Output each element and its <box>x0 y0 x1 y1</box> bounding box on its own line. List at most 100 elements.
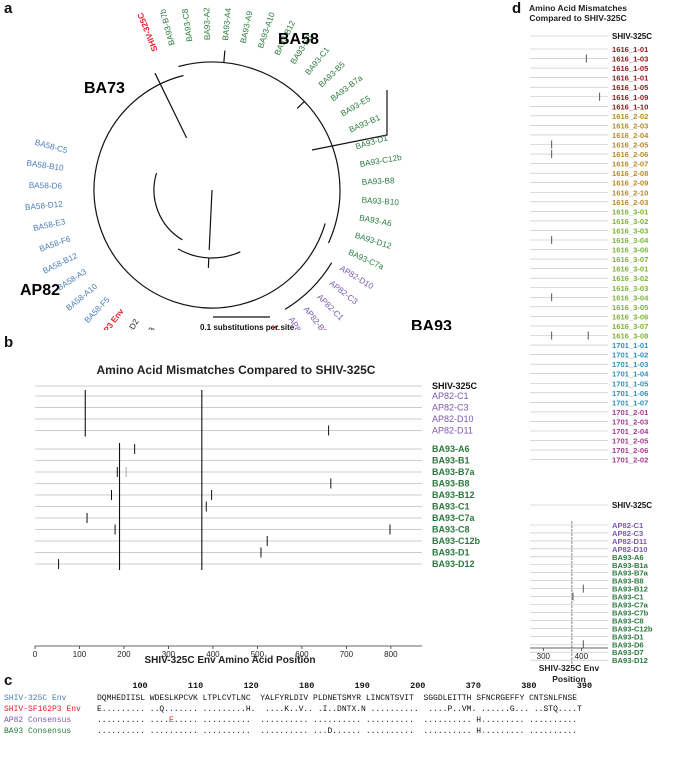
chart-d-row-label: BA93-D12 <box>612 656 648 665</box>
tree-branch <box>154 72 188 139</box>
chart-b-row-label: BA93-A6 <box>432 444 470 454</box>
clade-label-ap82: AP82 <box>20 282 60 299</box>
tree-leaf-label: BA93-A10 <box>256 11 277 50</box>
tree-branch <box>311 90 388 151</box>
chart-b-mismatch-marks <box>58 425 391 569</box>
chart-d-row-label: 1701_1-03 <box>612 360 648 369</box>
alignment-sequence: .......... ....E..... .......... .......… <box>97 716 577 725</box>
alignment-position-number: 120 <box>243 681 258 691</box>
tree-leaf-label: BA58-B12 <box>41 251 79 276</box>
chart-b-row-label: AP82-D10 <box>432 414 474 424</box>
chart-d-row-label: BA93-D6 <box>612 640 644 649</box>
chart-d-row-label: BA93-D1 <box>612 632 644 641</box>
chart-d-row-label: 1701_2-03 <box>612 417 648 426</box>
chart-d-row-label: 1616_2-06 <box>612 150 648 159</box>
alignment-position-numbers: 100 110 120 180 190 200 370 380 390 <box>132 681 592 691</box>
chart-d-row-label: BA93-B7a <box>612 569 649 578</box>
chart-d-row-label: BA93-A6 <box>612 553 644 562</box>
tree-branch <box>296 100 305 109</box>
chart-b-tick-label: 700 <box>340 650 354 659</box>
alignment-position-number: 380 <box>521 681 536 691</box>
chart-b-x-axis: 0 100 200 300 400 500 600 700 800 <box>33 645 422 659</box>
chart-d-row-label: 1701_2-06 <box>612 446 648 455</box>
tree-leaf-label: BA93-A4 <box>221 7 233 41</box>
chart-d-row-label: 1616_3-08 <box>612 332 648 341</box>
chart-d-xlabel-line1: SHIV-325C Env <box>539 663 600 673</box>
clade-label-ba93: BA93 <box>411 318 452 330</box>
tree-branch <box>208 189 213 250</box>
chart-b-shared-columns <box>84 390 203 570</box>
alignment-row-name: SHIV-SF162P3 Env <box>4 705 81 714</box>
tree-leaf-label: BA58-C5 <box>34 138 69 155</box>
chart-d-x-axis: 300 400 <box>530 647 608 661</box>
tree-branch <box>153 172 183 241</box>
tree-leaf-label: BA58-D12 <box>25 199 64 212</box>
tree-branch <box>93 74 326 309</box>
tree-branch <box>177 248 241 259</box>
chart-d-row-label: 1616_3-01 <box>612 265 649 274</box>
chart-b-row-label: BA93-C8 <box>432 525 470 535</box>
chart-d-row-label: 1616_3-05 <box>612 303 649 312</box>
chart-b-row-lines <box>35 385 422 565</box>
panel-c-letter: c <box>4 672 13 689</box>
chart-b-tick-label: 0 <box>33 650 38 659</box>
tree-leaf-label: BA93-A6 <box>359 213 393 228</box>
chart-d-row-label: 1616_3-02 <box>612 274 648 283</box>
chart-b-reference-label: SHIV-325C <box>432 381 478 391</box>
chart-b-row-label: AP82-C1 <box>432 391 469 401</box>
chart-d-tick-label: 400 <box>575 652 589 661</box>
alignment-row-name: BA93 Consensus <box>4 727 71 736</box>
alignment-sequence: E......... ..Q....... .........H. ....K.… <box>97 705 582 714</box>
chart-d-row-label: 1616_3-04 <box>612 293 649 302</box>
chart-d-row-label: 1616_2-10 <box>612 188 648 197</box>
chart-d-row-label: AP82-D11 <box>612 537 648 546</box>
chart-b-row-label: AP82-D11 <box>432 426 473 436</box>
chart-d-row-label: BA93-B8 <box>612 577 644 586</box>
alignment-position-number: 180 <box>299 681 314 691</box>
chart-b-row-label: AP82-C3 <box>432 403 469 413</box>
tree-leaf-label: BA93-A9 <box>239 10 255 44</box>
chart-d-tick-label: 300 <box>537 652 551 661</box>
chart-d-row-label: 1616_3-06 <box>612 246 648 255</box>
chart-b-row-label: BA93-D1 <box>432 548 470 558</box>
chart-b-tick-label: 500 <box>251 650 265 659</box>
chart-b-row-label: BA93-D12 <box>432 559 475 569</box>
chart-d-row-label: AP82-D10 <box>612 545 647 554</box>
chart-d-row-label: 1701_1-01 <box>612 341 649 350</box>
tree-leaf-label: SHIV-325C <box>136 11 160 52</box>
chart-d-row-label: 1616_2-05 <box>612 141 649 150</box>
chart-d-row-label: 1616_2-08 <box>612 169 648 178</box>
chart-b-row-label: BA93-B7a <box>432 467 476 477</box>
chart-b-xlabel: SHIV-325C Env Amino Acid Position <box>145 655 316 666</box>
chart-d-xlabel-line2: Position <box>552 674 586 684</box>
chart-d-row-label: 1616_1-01 <box>612 45 649 54</box>
chart-d-row-label: 1701_1-05 <box>612 379 649 388</box>
tree-leaf-label: BA93-E5 <box>339 94 372 118</box>
chart-d-title-line1: Amino Acid Mismatches <box>529 3 627 13</box>
chart-d-row-label: BA93-C7b <box>612 608 649 617</box>
chart-d-row-label: BA93-C8 <box>612 616 644 625</box>
chart-d-row-lines <box>530 35 608 661</box>
chart-d-row-label: 1616_3-06 <box>612 312 648 321</box>
alignment-rows: SHIV-325C Env DQMHEDIISL WDESLKPCVK LTPLC… <box>4 694 582 736</box>
tree-leaf-label: BA73-C3 <box>136 326 157 330</box>
chart-d-row-label: 1616_3-03 <box>612 284 648 293</box>
tree-leaf-label: BA93-B10 <box>361 196 399 208</box>
tree-branch <box>284 262 333 310</box>
panel-d-letter: d <box>512 0 522 17</box>
alignment-position-number: 190 <box>355 681 370 691</box>
chart-b-mismatch-plot: Amino Acid Mismatches Compared to SHIV-3… <box>33 363 481 666</box>
chart-d-row-labels: SHIV-325C1616_1-011616_1-031616_1-051616… <box>612 32 653 665</box>
alignment-sequence: DQMHEDIISL WDESLKPCVK LTPLCVTLNC YALFYRL… <box>97 694 577 703</box>
tree-leaf-label: BA93-C7a <box>347 248 386 272</box>
chart-d-row-label: AP82-C1 <box>612 521 644 530</box>
chart-d-row-label: 1616_1-01 <box>612 74 649 83</box>
tree-branch <box>178 61 341 244</box>
tree-leaf-label: BA58-F6 <box>38 234 72 253</box>
chart-b-tick-label: 600 <box>295 650 309 659</box>
tree-leaf-label: BA58-A3 <box>56 267 89 293</box>
clade-label-ba73: BA73 <box>84 80 125 97</box>
